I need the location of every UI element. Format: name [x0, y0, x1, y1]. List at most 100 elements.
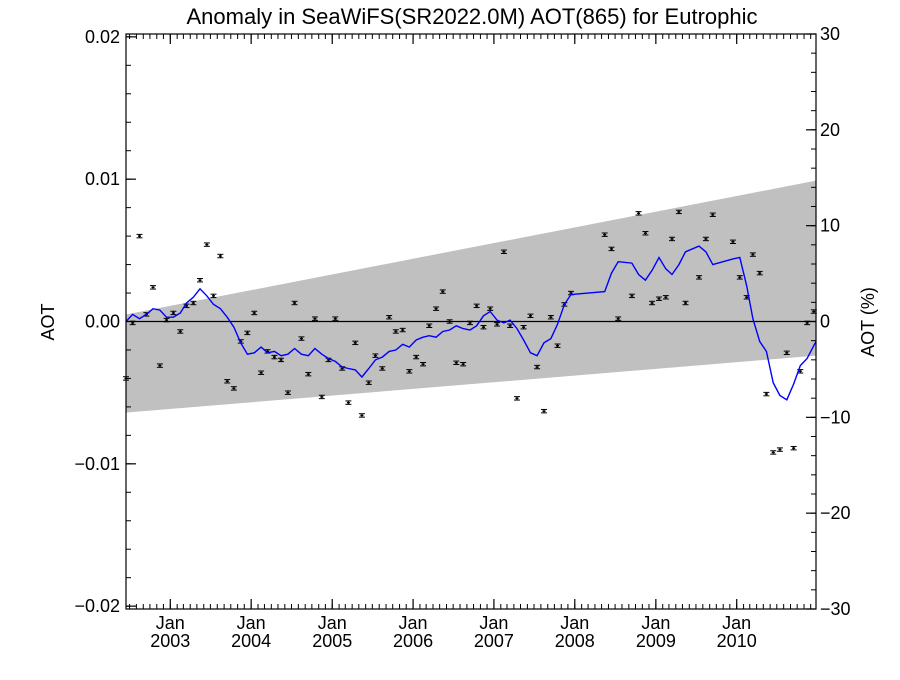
- data-point: [554, 343, 561, 348]
- y-tick-label-left: 0.02: [85, 27, 120, 47]
- data-point: [709, 212, 716, 217]
- data-point: [210, 293, 217, 299]
- data-point: [736, 275, 743, 280]
- data-point: [190, 300, 197, 306]
- x-tick-label-month: Jan: [156, 613, 185, 633]
- data-point: [520, 324, 527, 330]
- data-point: [790, 445, 797, 451]
- x-tick-label-year: 2010: [717, 631, 757, 651]
- data-point: [628, 293, 635, 299]
- data-point: [487, 306, 494, 311]
- x-tick-label-month: Jan: [318, 613, 347, 633]
- data-point: [230, 386, 237, 391]
- data-point: [439, 289, 446, 294]
- data-point: [156, 363, 163, 368]
- y-tick-label-left: −0.02: [74, 596, 120, 616]
- data-point: [406, 369, 413, 374]
- y-tick-label-right: 30: [820, 24, 840, 44]
- x-tick-label-month: Jan: [399, 613, 428, 633]
- data-point: [662, 295, 669, 300]
- data-point: [467, 320, 474, 326]
- data-point: [358, 413, 365, 418]
- data-point: [426, 323, 433, 328]
- data-point: [278, 357, 285, 363]
- x-tick-label-month: Jan: [722, 613, 751, 633]
- x-tick-label-month: Jan: [479, 613, 508, 633]
- y-tick-label-right: 10: [820, 216, 840, 236]
- y-axis-label-left: AOT: [38, 303, 58, 340]
- data-point: [203, 242, 210, 247]
- uncertainty-band: [126, 180, 816, 413]
- data-point: [291, 300, 298, 306]
- data-point: [675, 209, 682, 215]
- data-point: [534, 364, 541, 370]
- data-point: [547, 315, 554, 320]
- chart-title: Anomaly in SeaWiFS(SR2022.0M) AOT(865) f…: [186, 4, 757, 29]
- data-point: [224, 379, 231, 384]
- data-point: [473, 303, 480, 309]
- x-tick-label-month: Jan: [641, 613, 670, 633]
- data-point: [513, 396, 520, 401]
- data-point: [244, 330, 251, 336]
- data-point: [177, 329, 184, 334]
- data-point: [413, 354, 420, 360]
- x-tick-label-month: Jan: [237, 613, 266, 633]
- data-point: [136, 233, 143, 239]
- data-point: [446, 319, 453, 324]
- data-point: [399, 327, 406, 333]
- data-point: [615, 316, 622, 321]
- data-point: [494, 322, 501, 327]
- data-point: [649, 300, 656, 306]
- x-tick-label-month: Jan: [560, 613, 589, 633]
- data-point: [332, 316, 339, 321]
- y-tick-label-right: −20: [820, 503, 851, 523]
- data-point: [601, 232, 608, 237]
- data-point: [284, 390, 291, 395]
- x-tick-label-year: 2006: [393, 631, 433, 651]
- data-point: [163, 317, 170, 323]
- data-point: [379, 366, 386, 371]
- data-point: [635, 211, 642, 216]
- data-point: [669, 236, 676, 242]
- data-point: [783, 350, 790, 356]
- data-point: [318, 394, 325, 400]
- y-tick-label-right: 20: [820, 120, 840, 140]
- data-point: [696, 275, 703, 280]
- x-tick-label-year: 2009: [636, 631, 676, 651]
- y-tick-label-right: −30: [820, 599, 851, 619]
- x-tick-label-year: 2007: [474, 631, 514, 651]
- data-point: [682, 300, 689, 306]
- data-point: [763, 391, 770, 397]
- data-point: [540, 408, 547, 414]
- data-point: [150, 285, 157, 290]
- y-tick-label-left: 0.01: [85, 169, 120, 189]
- data-point: [507, 323, 514, 328]
- data-point: [392, 329, 399, 334]
- data-point: [776, 447, 783, 452]
- data-point: [433, 306, 440, 311]
- data-point: [749, 252, 756, 257]
- data-point: [298, 336, 305, 341]
- data-point: [453, 360, 460, 365]
- smoothed-series-line: [125, 245, 817, 401]
- data-point: [386, 315, 393, 320]
- data-point: [702, 236, 709, 242]
- data-point: [217, 253, 224, 259]
- data-point: [655, 296, 662, 301]
- x-tick-label-year: 2004: [231, 631, 271, 651]
- data-point: [372, 353, 379, 358]
- data-point: [271, 354, 278, 360]
- data-point: [196, 278, 203, 283]
- data-point: [251, 310, 258, 316]
- x-tick-label-year: 2005: [312, 631, 352, 651]
- data-point: [608, 246, 615, 252]
- y-axis-label-right: AOT (%): [858, 287, 878, 357]
- data-point: [756, 270, 763, 276]
- data-point: [420, 361, 427, 367]
- data-point: [170, 310, 177, 316]
- x-tick-label-year: 2003: [150, 631, 190, 651]
- data-point: [352, 340, 359, 346]
- data-point: [642, 231, 649, 236]
